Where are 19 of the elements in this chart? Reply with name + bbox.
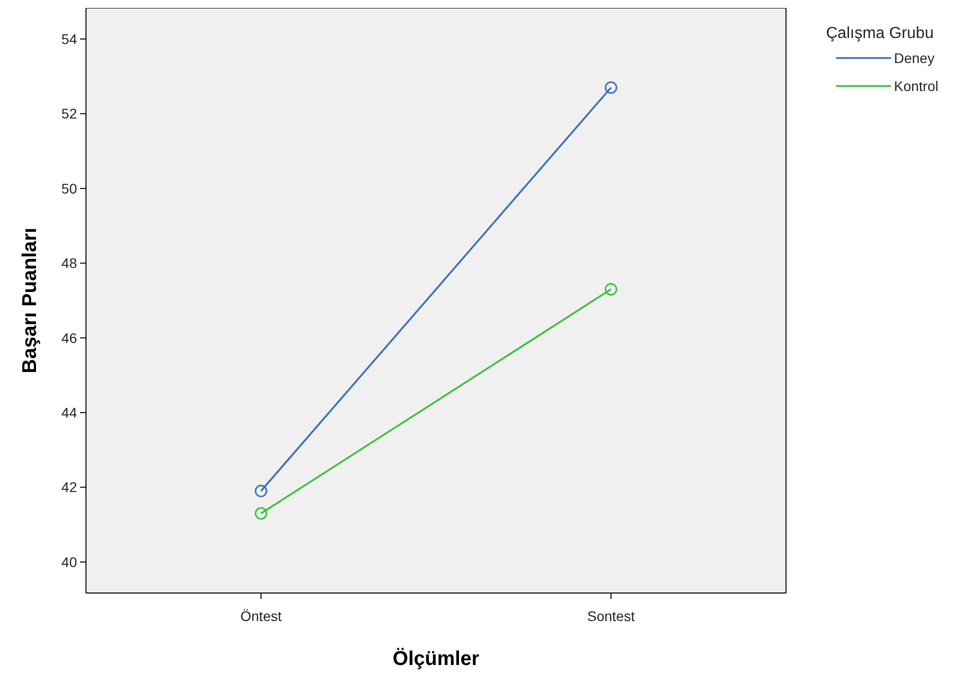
x-axis-title: Ölçümler <box>392 647 480 670</box>
y-tick-label: 48 <box>61 255 78 272</box>
y-tick-label: 40 <box>61 554 78 570</box>
y-axis-title: Başarı Puanları <box>19 228 41 374</box>
y-tick-label: 50 <box>61 180 78 196</box>
legend-label: Kontrol <box>894 78 938 94</box>
point <box>604 81 618 94</box>
y-tick-label: 54 <box>61 30 78 47</box>
point <box>254 507 268 520</box>
y-tick-label: 42 <box>61 479 78 496</box>
y-tick-label: 52 <box>61 106 78 122</box>
y-tick-label: 46 <box>61 330 78 346</box>
x-tick-label: Sontest <box>587 608 635 624</box>
point <box>604 283 618 296</box>
y-tick-label: 44 <box>61 404 78 420</box>
point <box>254 484 268 498</box>
legend-label: Deney <box>894 50 934 66</box>
x-tick-label: Öntest <box>240 608 282 624</box>
legend-title: Çalışma Grubu <box>826 25 934 42</box>
